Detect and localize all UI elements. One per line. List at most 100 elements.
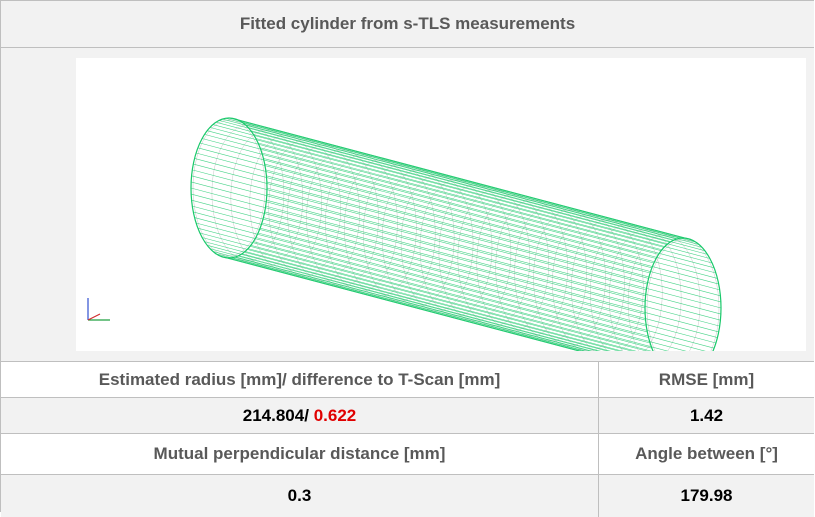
generator-line xyxy=(212,124,668,245)
generator-line xyxy=(232,257,587,351)
generator-line xyxy=(250,130,705,251)
generator-line xyxy=(261,222,716,344)
generator-line xyxy=(244,124,700,245)
row: Mutual perpendicular distance [mm] Angle… xyxy=(1,434,814,475)
axis-icon xyxy=(87,298,110,321)
radius: 214.804/ xyxy=(242,405,309,425)
ring xyxy=(438,184,512,322)
ring xyxy=(325,154,398,292)
generator-line xyxy=(219,120,674,241)
generator-line xyxy=(207,245,609,351)
generator-line xyxy=(202,138,657,259)
generator-line xyxy=(192,205,647,327)
ring xyxy=(400,174,474,312)
ring xyxy=(552,214,625,351)
title: Fitted cylinder from s-TLS measurements xyxy=(1,1,814,48)
generator-line xyxy=(199,232,648,351)
generator-line xyxy=(260,227,715,349)
ring xyxy=(211,124,285,262)
generator-line xyxy=(255,138,710,259)
difference: 0.622 xyxy=(313,405,357,425)
ring xyxy=(627,234,701,351)
generator-line xyxy=(209,248,599,351)
ring xyxy=(268,139,341,277)
ring xyxy=(192,119,266,257)
generator-line xyxy=(202,237,633,351)
generator-line xyxy=(265,169,720,291)
generator-line xyxy=(263,217,718,338)
generator-line xyxy=(266,187,722,309)
cell: 179.98 xyxy=(680,486,733,505)
generator-line xyxy=(258,142,713,264)
ring xyxy=(230,129,304,267)
generator-line xyxy=(244,251,623,351)
ring xyxy=(495,199,568,337)
generator-line xyxy=(193,211,648,333)
row: 0.3 179.98 xyxy=(1,475,814,517)
row: Estimated radius [mm]/ difference to T-S… xyxy=(1,362,814,398)
generator-line xyxy=(263,158,718,279)
ring xyxy=(363,164,436,302)
generator-line xyxy=(191,199,646,321)
cell: 0.3 xyxy=(1,475,599,517)
ring xyxy=(590,224,663,351)
generator-line xyxy=(207,130,662,251)
cell: RMSE [mm] xyxy=(658,369,755,389)
generator-line xyxy=(215,253,585,351)
ring xyxy=(287,144,360,282)
generator-line xyxy=(255,237,687,351)
generator-line xyxy=(212,251,591,351)
generator-line xyxy=(193,163,648,285)
cell: Estimated radius [mm]/ difference to T-S… xyxy=(1,362,599,397)
ring xyxy=(514,204,587,342)
generator-line xyxy=(265,205,720,327)
generator-line xyxy=(196,222,651,344)
generator-line xyxy=(247,127,703,248)
end-ellipse xyxy=(644,237,722,351)
generator-line xyxy=(222,118,677,240)
generator-line xyxy=(190,187,646,309)
generator-line xyxy=(264,211,719,333)
generator-line xyxy=(204,134,659,255)
cylinder-view xyxy=(76,58,806,351)
ring xyxy=(476,194,549,332)
view-bg xyxy=(76,58,806,351)
ring xyxy=(306,149,379,287)
generator-line xyxy=(209,127,665,248)
ring xyxy=(249,134,322,272)
generator-line xyxy=(238,120,693,241)
cell: Mutual perpendicular distance [mm] xyxy=(1,434,599,474)
cell: Angle between [°] xyxy=(635,444,778,463)
figure xyxy=(1,48,814,362)
generator-line xyxy=(215,121,671,243)
generator-line xyxy=(238,255,601,351)
generator-line xyxy=(241,253,611,351)
generator-line xyxy=(266,175,721,297)
generator-line xyxy=(250,245,652,351)
generator-line xyxy=(258,232,706,351)
generator-line xyxy=(253,134,708,255)
generator-line xyxy=(219,255,582,351)
generator-line xyxy=(191,193,646,315)
generator-line xyxy=(253,241,669,351)
generator-line xyxy=(204,241,620,351)
generator-line xyxy=(235,118,690,240)
generator-line xyxy=(222,256,580,351)
generator-line xyxy=(197,227,652,349)
generator-line xyxy=(199,142,654,264)
cell: 214.804/ 0.622 xyxy=(1,398,599,433)
ring xyxy=(646,239,720,351)
generator-line xyxy=(194,217,649,338)
ring xyxy=(571,219,644,351)
ring xyxy=(344,159,417,297)
generator-line xyxy=(196,152,651,274)
generator-line xyxy=(192,169,647,291)
generator-line xyxy=(247,248,637,351)
ring xyxy=(457,189,531,327)
generator-line xyxy=(225,117,680,239)
generator-line xyxy=(266,181,721,303)
end-ellipse xyxy=(190,117,268,259)
ring xyxy=(381,169,455,307)
generator-line xyxy=(260,147,715,269)
